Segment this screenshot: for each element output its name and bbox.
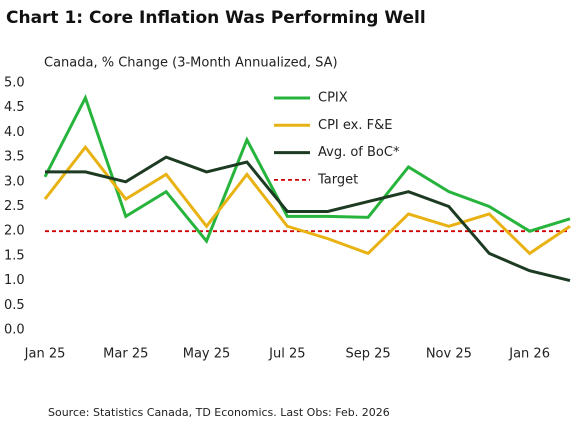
source-note: Source: Statistics Canada, TD Economics.… bbox=[48, 406, 390, 419]
y-tick-label: 3.5 bbox=[4, 150, 25, 165]
x-tick-label: May 25 bbox=[183, 347, 231, 362]
legend-label: CPI ex. F&E bbox=[318, 118, 392, 133]
x-tick-label: Jan 26 bbox=[508, 347, 550, 362]
legend-label: CPIX bbox=[318, 91, 348, 106]
y-tick-label: 2.0 bbox=[4, 224, 25, 239]
y-tick-label: 5.0 bbox=[4, 76, 25, 91]
legend-label: Avg. of BoC* bbox=[318, 145, 400, 160]
y-tick-label: 4.0 bbox=[4, 125, 25, 140]
x-tick-label: Jan 25 bbox=[24, 347, 66, 362]
y-tick-label: 1.5 bbox=[4, 248, 25, 263]
series-line bbox=[45, 155, 571, 283]
chart-title: Chart 1: Core Inflation Was Performing W… bbox=[6, 8, 426, 28]
y-tick-label: 3.0 bbox=[4, 174, 25, 189]
y-tick-label: 1.0 bbox=[4, 273, 25, 288]
x-tick-label: Sep 25 bbox=[345, 347, 390, 362]
y-tick-label: 0.0 bbox=[4, 323, 25, 338]
chart-subtitle: Canada, % Change (3-Month Annualized, SA… bbox=[44, 56, 338, 71]
series-line bbox=[43, 93, 571, 245]
y-tick-label: 2.5 bbox=[4, 199, 25, 214]
series-line bbox=[43, 144, 571, 256]
y-tick-label: 4.5 bbox=[4, 100, 25, 115]
x-tick-label: Nov 25 bbox=[426, 347, 472, 362]
legend-label: Target bbox=[317, 172, 358, 187]
x-tick-label: Jul 25 bbox=[268, 347, 305, 362]
y-tick-label: 0.5 bbox=[4, 298, 25, 313]
x-tick-label: Mar 25 bbox=[103, 347, 148, 362]
